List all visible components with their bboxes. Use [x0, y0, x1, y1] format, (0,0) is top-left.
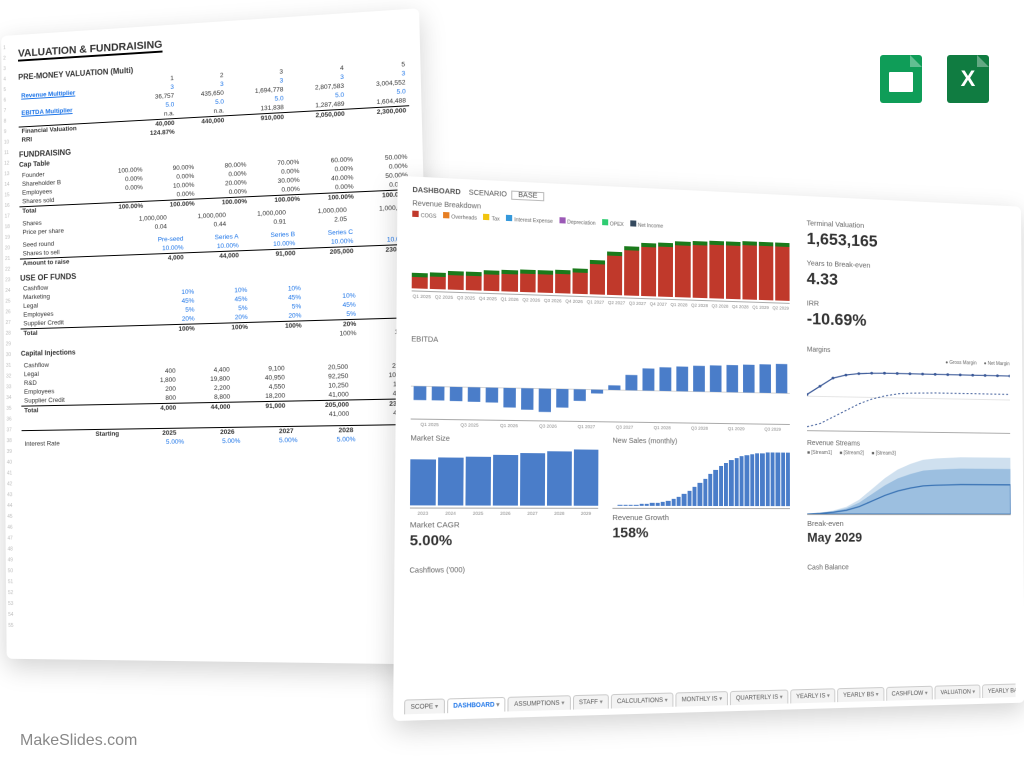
injections-table: CashflowLegal4004,4009,10020,50023,000R&…: [21, 352, 417, 424]
sheet-tabs[interactable]: SCOPEDASHBOARDASSUMPTIONSSTAFFCALCULATIO…: [404, 684, 1016, 715]
revenue-streams-chart: Revenue Streams ■ [Stream1]■ [Stream2]■ …: [807, 440, 1011, 557]
margins-chart: Margins ● Gross Margin● Net Margin: [807, 347, 1010, 435]
revenue-breakdown-chart: Revenue Breakdown COGSOverheadsTaxIntere…: [411, 200, 789, 338]
tab-valuation[interactable]: VALUATION: [935, 684, 981, 699]
tab-quarterly is[interactable]: QUARTERLY IS: [730, 689, 788, 705]
use-of-funds-table: CashflowMarketing10%10%10%Legal45%45%45%…: [20, 271, 415, 347]
excel-icon: X: [947, 55, 989, 103]
product-icons: X: [880, 55, 989, 103]
tab-cashflow[interactable]: CASHFLOW: [886, 686, 933, 701]
valuation-spreadsheet: 1234567891011121314151617181920212223242…: [0, 18, 435, 658]
watermark: MakeSlides.com: [20, 732, 137, 750]
tab-yearly bs[interactable]: YEARLY BS: [837, 687, 884, 702]
google-sheets-icon: [880, 55, 922, 103]
tab-scope[interactable]: SCOPE: [404, 698, 445, 714]
ebitda-chart: EBITDA Q1 2025Q3 2025Q1 2026Q3 2026Q1 20…: [411, 336, 790, 432]
tab-yearly balance[interactable]: YEARLY BALANCE: [982, 684, 1015, 698]
tab-staff[interactable]: STAFF: [573, 694, 609, 709]
tab-dashboard[interactable]: DASHBOARD: [447, 697, 506, 713]
tab-yearly is[interactable]: YEARLY IS: [790, 688, 835, 703]
dashboard-spreadsheet: DASHBOARD SCENARIO BASE Revenue Breakdow…: [404, 190, 1024, 750]
sheet-title: VALUATION & FUNDRAISING: [18, 39, 163, 62]
tab-monthly is[interactable]: MONTHLY IS: [676, 691, 728, 707]
kpi-column: Terminal Valuation1,653,165 Years to Bre…: [807, 218, 1010, 344]
market-and-sales: Market Size 2023202420252026202720282029…: [410, 435, 790, 559]
tab-calculations[interactable]: CALCULATIONS: [611, 692, 674, 708]
tab-assumptions[interactable]: ASSUMPTIONS: [508, 695, 571, 711]
